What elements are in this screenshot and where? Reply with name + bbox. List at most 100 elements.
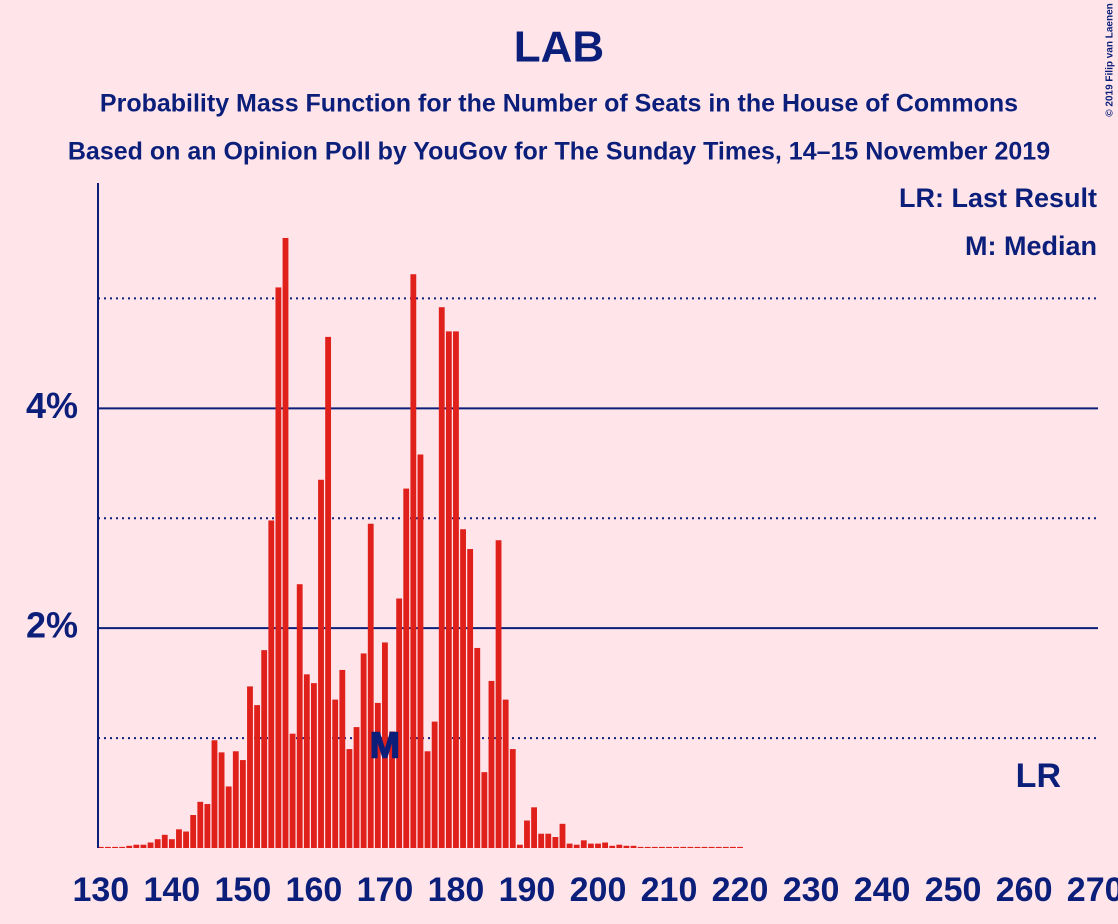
bar — [204, 804, 211, 848]
bar — [630, 845, 637, 848]
bar — [595, 843, 601, 848]
bar — [666, 846, 672, 848]
bar — [176, 829, 182, 848]
bar — [225, 786, 232, 848]
bar — [502, 699, 509, 848]
bar — [651, 846, 658, 848]
bar — [360, 653, 367, 848]
bar — [339, 669, 346, 848]
chart-subtitle: Based on an Opinion Poll by YouGov for T… — [68, 138, 1050, 166]
chart-subtitle: Probability Mass Function for the Number… — [100, 90, 1018, 118]
bar — [460, 529, 466, 848]
bar — [382, 642, 388, 848]
x-tick-label: 160 — [286, 871, 343, 909]
median-marker: M — [370, 725, 400, 766]
y-tick-label: 4% — [26, 385, 78, 426]
x-tick-label: 150 — [215, 871, 272, 909]
bar — [673, 846, 680, 848]
bar — [154, 839, 161, 848]
bar — [261, 650, 268, 848]
bar — [524, 820, 530, 848]
bar — [495, 540, 502, 848]
copyright: © 2019 Filip van Laenen — [1105, 3, 1116, 117]
bar — [424, 751, 431, 848]
x-tick-label: 190 — [499, 871, 556, 909]
bar — [247, 686, 253, 848]
bar — [268, 520, 275, 848]
bar — [609, 845, 616, 848]
bar — [275, 287, 282, 848]
bar — [467, 549, 474, 848]
bar — [552, 837, 559, 848]
bar — [389, 731, 395, 848]
bar — [303, 674, 310, 848]
bar — [587, 843, 594, 848]
bar — [239, 760, 246, 848]
bar — [190, 815, 197, 848]
bar — [481, 772, 488, 848]
x-tick-label: 230 — [783, 871, 840, 909]
x-tick-label: 240 — [854, 871, 911, 909]
x-tick-label: 180 — [428, 871, 485, 909]
bar — [623, 845, 630, 848]
bar — [445, 331, 452, 848]
bar — [694, 846, 701, 848]
bar — [105, 846, 111, 848]
bar — [254, 705, 261, 848]
x-tick-label: 260 — [996, 871, 1053, 909]
bar — [211, 740, 218, 848]
bar — [168, 839, 175, 848]
bar — [580, 840, 587, 848]
x-tick-label: 130 — [72, 871, 129, 909]
bar — [126, 845, 133, 848]
bar — [417, 454, 424, 848]
y-tick-label: 2% — [26, 605, 78, 646]
bar — [403, 488, 410, 848]
bar — [112, 846, 118, 848]
bar — [197, 801, 204, 848]
bar — [701, 846, 708, 848]
bar — [566, 843, 573, 848]
bar — [637, 846, 644, 848]
bar — [232, 751, 239, 848]
bar — [516, 844, 523, 848]
bar — [183, 831, 189, 848]
bar — [453, 331, 459, 848]
x-tick-label: 210 — [641, 871, 698, 909]
bar — [687, 846, 694, 848]
bar — [353, 727, 360, 848]
x-tick-label: 200 — [570, 871, 627, 909]
bar — [374, 702, 381, 848]
bar — [659, 846, 665, 848]
bar — [97, 846, 104, 848]
bar — [474, 647, 481, 848]
bar — [559, 823, 566, 848]
bar — [737, 846, 743, 848]
bar — [722, 846, 729, 848]
bar — [708, 846, 715, 848]
bar — [218, 752, 225, 848]
bar — [296, 584, 303, 848]
bar — [644, 846, 651, 848]
bar — [545, 833, 552, 848]
bar — [318, 479, 324, 848]
bar — [140, 844, 147, 848]
x-tick-label: 140 — [143, 871, 200, 909]
bar — [680, 846, 687, 848]
x-tick-label: 220 — [712, 871, 769, 909]
bar — [325, 336, 332, 848]
bar — [538, 833, 545, 848]
bar — [602, 842, 609, 848]
bar — [282, 237, 289, 848]
bar — [573, 844, 580, 848]
bar — [730, 846, 736, 848]
chart-title: LAB — [514, 23, 604, 72]
bar — [310, 683, 317, 848]
bar — [161, 834, 168, 848]
x-tick-label: 170 — [357, 871, 414, 909]
bar — [133, 844, 140, 848]
bar — [332, 699, 339, 848]
bar — [147, 842, 154, 848]
bar — [531, 807, 537, 848]
